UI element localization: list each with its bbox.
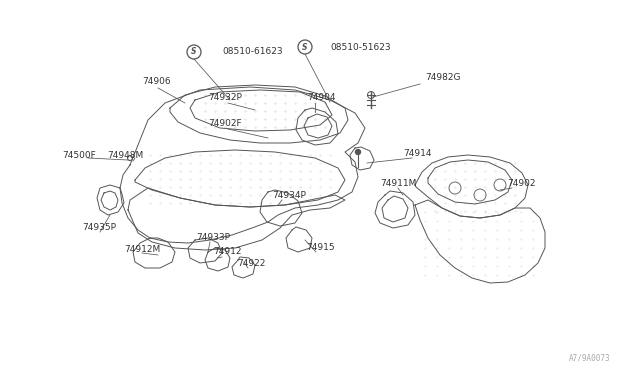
Text: 08510-61623: 08510-61623: [222, 48, 283, 57]
Text: 74914: 74914: [403, 148, 431, 157]
Text: 74911M: 74911M: [380, 179, 417, 187]
Text: 74912: 74912: [213, 247, 241, 257]
Text: 74902: 74902: [507, 179, 536, 187]
Text: 74935P: 74935P: [82, 224, 116, 232]
Text: 08510-51623: 08510-51623: [330, 42, 390, 51]
Circle shape: [355, 150, 360, 154]
Text: S: S: [191, 48, 196, 57]
Text: 74934P: 74934P: [272, 190, 306, 199]
Text: 74904: 74904: [307, 93, 335, 102]
Text: 74915: 74915: [306, 244, 335, 253]
Text: 74933P: 74933P: [196, 232, 230, 241]
Text: 74500F: 74500F: [62, 151, 96, 160]
Text: A7/9A0073: A7/9A0073: [569, 353, 611, 362]
Text: 74906: 74906: [142, 77, 171, 87]
Text: 74932P: 74932P: [208, 93, 242, 102]
Text: 74912M: 74912M: [124, 246, 160, 254]
Text: 74902F: 74902F: [208, 119, 242, 128]
Text: 74922: 74922: [237, 260, 266, 269]
Text: 74982G: 74982G: [425, 74, 461, 83]
Text: S: S: [302, 42, 308, 51]
Text: 74948M: 74948M: [107, 151, 143, 160]
